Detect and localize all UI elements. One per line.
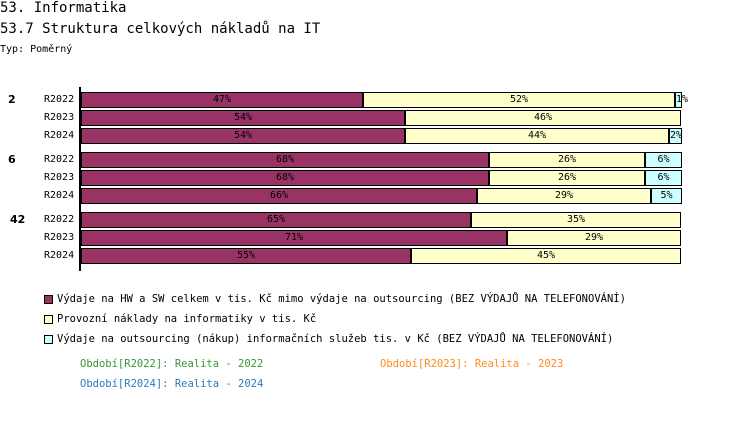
page-title: 53. Informatika [0, 0, 127, 16]
bar-segment: 52% [363, 92, 675, 108]
bar-segment: 1% [675, 92, 688, 108]
bar-segment: 2% [669, 128, 682, 144]
row-label: R2022 [44, 214, 75, 225]
legend-label: Provozní náklady na informatiky v tis. K… [57, 313, 317, 325]
row-label: R2024 [44, 250, 75, 261]
legend-swatch [44, 334, 53, 344]
legend-swatch [44, 294, 53, 304]
bar-segment: 6% [645, 152, 682, 168]
group-label: 2 [8, 93, 16, 106]
type-label: Typ: Poměrný [0, 44, 73, 55]
legend-label: Výdaje na HW a SW celkem v tis. Kč mimo … [57, 293, 626, 305]
period-r2022: Období[R2022]: Realita - 2022 [80, 358, 264, 370]
bar-segment: 65% [81, 212, 471, 228]
bar-segment: 71% [81, 230, 507, 246]
row-label: R2023 [44, 232, 75, 243]
period-r2024: Období[R2024]: Realita - 2024 [80, 378, 264, 390]
bar-segment: 26% [489, 170, 645, 186]
group-label: 6 [8, 153, 16, 166]
bar-segment: 68% [81, 152, 489, 168]
row-label: R2022 [44, 154, 75, 165]
bar-segment: 47% [81, 92, 363, 108]
bar-segment: 5% [651, 188, 682, 204]
row-label: R2024 [44, 130, 75, 141]
y-axis-line [79, 87, 81, 271]
bar-segment: 54% [81, 110, 405, 126]
bar-segment: 66% [81, 188, 477, 204]
bar-segment: 46% [405, 110, 681, 126]
bar-segment: 29% [477, 188, 651, 204]
bar-segment: 29% [507, 230, 681, 246]
bar-segment: 68% [81, 170, 489, 186]
bar-segment: 26% [489, 152, 645, 168]
row-label: R2022 [44, 94, 75, 105]
period-r2023: Období[R2023]: Realita - 2023 [380, 358, 564, 370]
legend-item-provozni: Provozní náklady na informatiky v tis. K… [44, 313, 316, 325]
legend-item-hw-sw: Výdaje na HW a SW celkem v tis. Kč mimo … [44, 293, 626, 305]
bar-segment: 35% [471, 212, 681, 228]
row-label: R2023 [44, 172, 75, 183]
bar-segment: 54% [81, 128, 405, 144]
legend-item-outsourcing: Výdaje na outsourcing (nákup) informační… [44, 333, 613, 345]
row-label: R2024 [44, 190, 75, 201]
bar-segment: 45% [411, 248, 681, 264]
legend-label: Výdaje na outsourcing (nákup) informační… [57, 333, 614, 345]
legend-swatch [44, 314, 53, 324]
row-label: R2023 [44, 112, 75, 123]
bar-segment: 44% [405, 128, 669, 144]
chart-title: 53.7 Struktura celkových nákladů na IT [0, 21, 321, 37]
group-label: 42 [10, 213, 26, 226]
bar-segment: 6% [645, 170, 682, 186]
bar-segment: 55% [81, 248, 411, 264]
